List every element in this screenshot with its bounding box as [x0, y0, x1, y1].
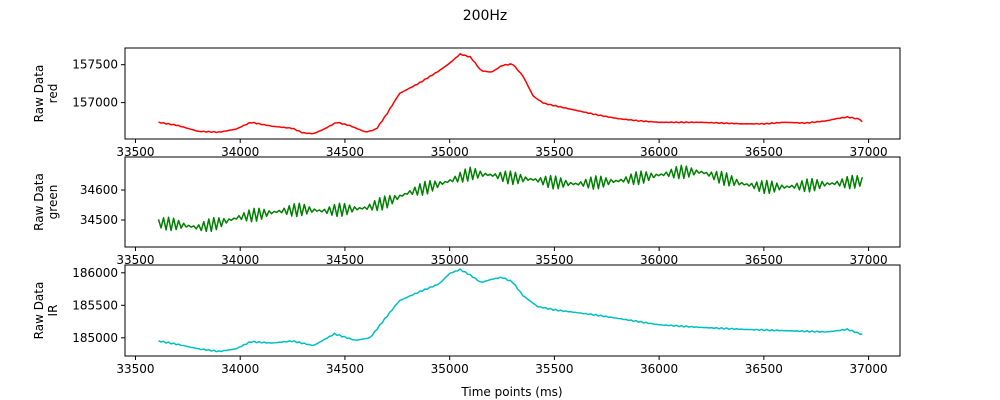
axes-frame-red — [124, 47, 901, 140]
series-line-ir — [158, 268, 863, 353]
x-tick-label-ir: 33500 — [116, 362, 154, 376]
panel-ir: 33500 34000 34500 35000 35500 36000 36500 37000… — [32, 264, 901, 376]
x-tick-label-green: 34500 — [326, 253, 364, 267]
x-tick-label-red: 37000 — [849, 145, 887, 159]
x-tick-label-ir: 37000 — [849, 362, 887, 376]
y-axis-label-line: Raw Data — [32, 282, 46, 340]
x-tick-label-red: 35500 — [535, 145, 573, 159]
axes-frame-green — [124, 156, 901, 248]
x-tick-label-ir: 35000 — [431, 362, 469, 376]
y-tick-label-green: 34500 — [80, 213, 118, 227]
y-axis-label-line: red — [46, 84, 60, 104]
figure-title: 200Hz — [463, 8, 508, 24]
x-tick-label-ir: 34000 — [221, 362, 259, 376]
x-tick-label-red: 34500 — [326, 145, 364, 159]
y-axis-label-line: green — [46, 185, 60, 220]
y-axis-label-red: Raw Datared — [32, 65, 60, 123]
y-tick-label-green: 34600 — [80, 183, 118, 197]
x-tick-label-green: 33500 — [116, 253, 154, 267]
x-tick-label-red: 34000 — [221, 145, 259, 159]
y-axis-label-line: Raw Data — [32, 65, 46, 123]
y-tick-label-red: 157000 — [72, 96, 118, 110]
x-tick-label-ir: 36500 — [745, 362, 783, 376]
x-tick-label-green: 36000 — [640, 253, 678, 267]
x-tick-label-red: 36500 — [745, 145, 783, 159]
x-tick-label-ir: 35500 — [535, 362, 573, 376]
x-tick-label-green: 37000 — [849, 253, 887, 267]
x-tick-label-green: 36500 — [745, 253, 783, 267]
x-tick-label-red: 35000 — [431, 145, 469, 159]
y-axis-label-line: IR — [46, 305, 60, 317]
y-tick-label-ir: 185500 — [72, 298, 118, 312]
y-axis-label-line: Raw Data — [32, 173, 46, 231]
chart-panels: 33500 34000 34500 35000 35500 36000 36500 37000… — [32, 47, 901, 376]
panel-red: 33500 34000 34500 35000 35500 36000 36500 37000… — [32, 47, 901, 159]
y-tick-label-ir: 185000 — [72, 331, 118, 345]
x-axis-label: Time points (ms) — [460, 385, 562, 399]
x-tick-label-ir: 36000 — [640, 362, 678, 376]
x-tick-label-green: 35500 — [535, 253, 573, 267]
x-tick-label-red: 36000 — [640, 145, 678, 159]
x-tick-label-green: 34000 — [221, 253, 259, 267]
x-tick-label-red: 33500 — [116, 145, 154, 159]
series-line-red — [158, 52, 863, 135]
x-tick-label-green: 35000 — [431, 253, 469, 267]
y-tick-label-ir: 186000 — [72, 266, 118, 280]
y-tick-label-red: 157500 — [72, 58, 118, 72]
y-axis-label-green: Raw Datagreen — [32, 173, 60, 231]
y-axis-label-ir: Raw DataIR — [32, 282, 60, 340]
x-tick-label-ir: 34500 — [326, 362, 364, 376]
axes-frame-ir — [124, 264, 901, 357]
series-line-green — [157, 164, 864, 233]
panel-green: 33500 34000 34500 35000 35500 36000 36500 37000… — [32, 156, 901, 267]
